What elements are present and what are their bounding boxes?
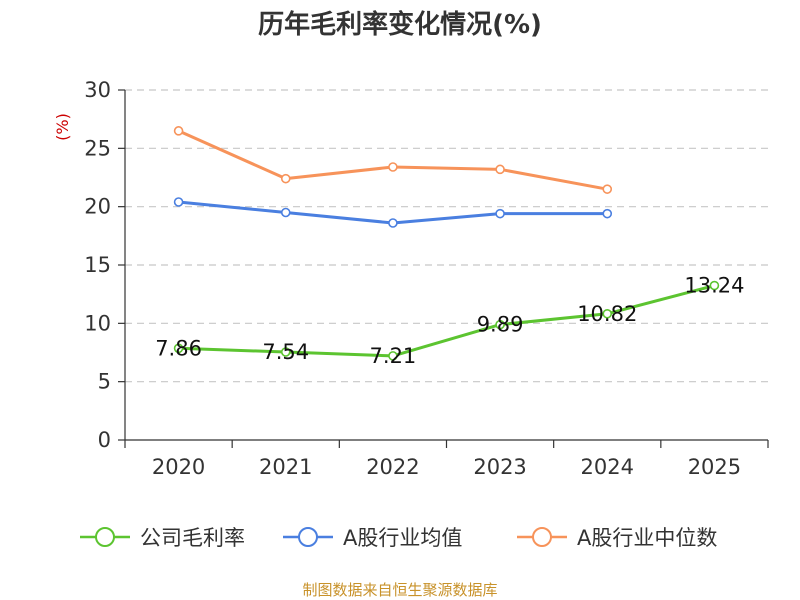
data-label: 13.24	[684, 274, 744, 298]
data-point[interactable]	[602, 208, 613, 219]
y-tick-label: 30	[84, 78, 111, 102]
data-point[interactable]	[280, 207, 291, 218]
data-point[interactable]	[280, 347, 291, 357]
chart-title: 历年毛利率变化情况(%)	[258, 9, 542, 40]
legend-label[interactable]: A股行业中位数	[577, 526, 717, 550]
data-point[interactable]	[173, 197, 184, 207]
data-label: 10.82	[577, 302, 637, 326]
legend-label[interactable]: 公司毛利率	[140, 526, 245, 550]
y-tick-label: 10	[84, 311, 111, 335]
y-tick-label: 15	[84, 253, 111, 277]
y-axis-label: (%)	[53, 113, 72, 141]
y-tick-label: 25	[84, 136, 111, 160]
data-point[interactable]	[709, 280, 720, 291]
series-line-0	[178, 284, 715, 358]
legend-marker	[95, 527, 115, 547]
x-tick-label: 2024	[581, 455, 634, 479]
legend-marker	[298, 527, 318, 547]
data-point[interactable]	[280, 173, 291, 184]
data-label: 7.86	[155, 336, 202, 360]
x-tick-label: 2023	[473, 455, 526, 479]
legend-marker	[532, 527, 552, 547]
data-label: 7.54	[262, 340, 309, 364]
y-tick-label: 5	[98, 370, 111, 394]
y-tick-label: 0	[98, 428, 111, 452]
data-point[interactable]	[602, 184, 613, 194]
data-point[interactable]	[495, 208, 505, 219]
data-point[interactable]	[173, 343, 184, 354]
y-tick-label: 20	[84, 195, 111, 219]
data-point[interactable]	[388, 218, 398, 228]
x-tick-label: 2022	[366, 455, 419, 479]
data-label: 9.89	[477, 313, 524, 337]
data-point[interactable]	[495, 164, 505, 175]
x-tick-label: 2021	[259, 455, 312, 479]
data-point[interactable]	[495, 319, 505, 330]
legend-label[interactable]: A股行业均值	[343, 526, 462, 550]
data-point[interactable]	[388, 351, 398, 361]
x-tick-label: 2020	[152, 455, 205, 479]
data-point[interactable]	[173, 126, 184, 136]
series-line-2	[177, 129, 608, 191]
x-tick-label: 2025	[688, 455, 741, 479]
data-point[interactable]	[602, 308, 613, 319]
data-label: 7.21	[370, 344, 417, 368]
data-point[interactable]	[388, 162, 398, 172]
source-note: 制图数据来自恒生聚源数据库	[302, 581, 497, 599]
